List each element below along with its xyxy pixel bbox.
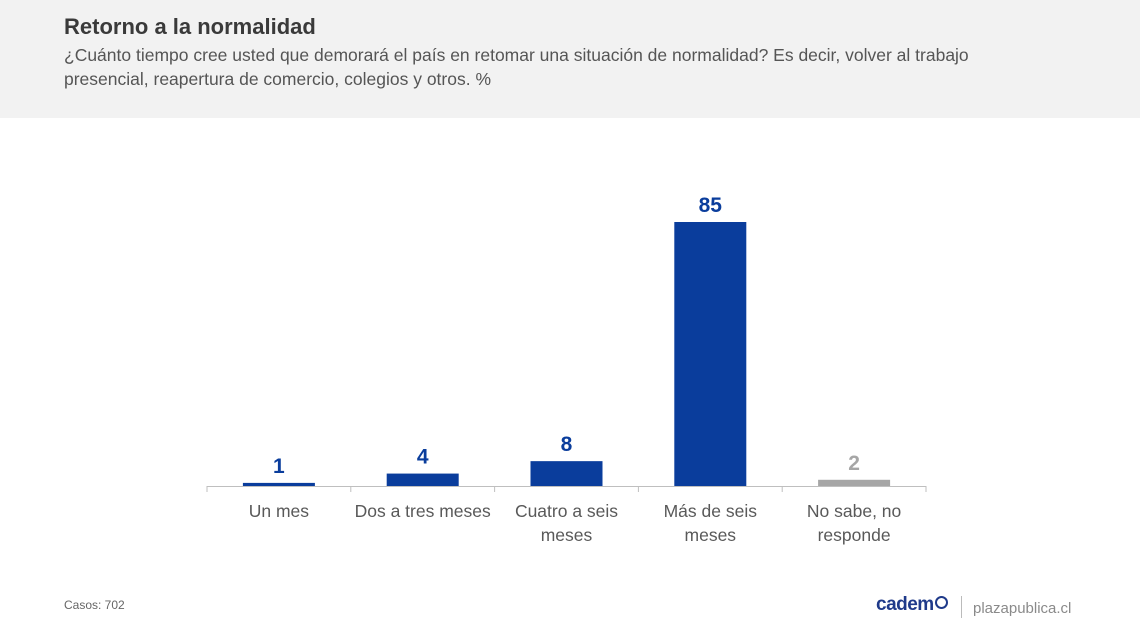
cadem-logo: cadem [876, 594, 948, 616]
data-label: 8 [561, 433, 573, 456]
category-label: Dos a tres meses [355, 501, 491, 521]
bar [386, 473, 459, 486]
category-label: meses [685, 525, 737, 545]
data-label: 4 [417, 446, 429, 469]
data-label: 85 [699, 194, 723, 217]
category-label: meses [541, 525, 593, 545]
category-label: responde [818, 525, 891, 545]
chart-subtitle: ¿Cuánto tiempo cree usted que demorará e… [64, 45, 969, 89]
bar [818, 479, 891, 486]
bar [242, 482, 315, 486]
cadem-logo-text: cadem [876, 594, 934, 615]
chart-title: Retorno a la normalidad [64, 14, 316, 39]
cases-note: Casos: 702 [64, 598, 125, 612]
category-label: Más de seis [664, 501, 758, 521]
data-label: 2 [848, 452, 860, 475]
bar [530, 461, 603, 486]
data-label: 1 [273, 455, 285, 478]
bar [674, 222, 747, 486]
category-label: Cuatro a seis [515, 501, 618, 521]
bar-chart: 1 Un mes 4 Dos a tres meses 8 Cuatro a seis me… [206, 194, 927, 545]
footer-divider [961, 596, 962, 618]
header-band: Retorno a la normalidad ¿Cuánto tiempo c… [0, 0, 1140, 118]
cadem-logo-mark-icon [934, 596, 948, 609]
category-label: Un mes [249, 501, 310, 521]
site-url: plazapublica.cl [973, 600, 1072, 617]
category-label: No sabe, no [807, 501, 901, 521]
